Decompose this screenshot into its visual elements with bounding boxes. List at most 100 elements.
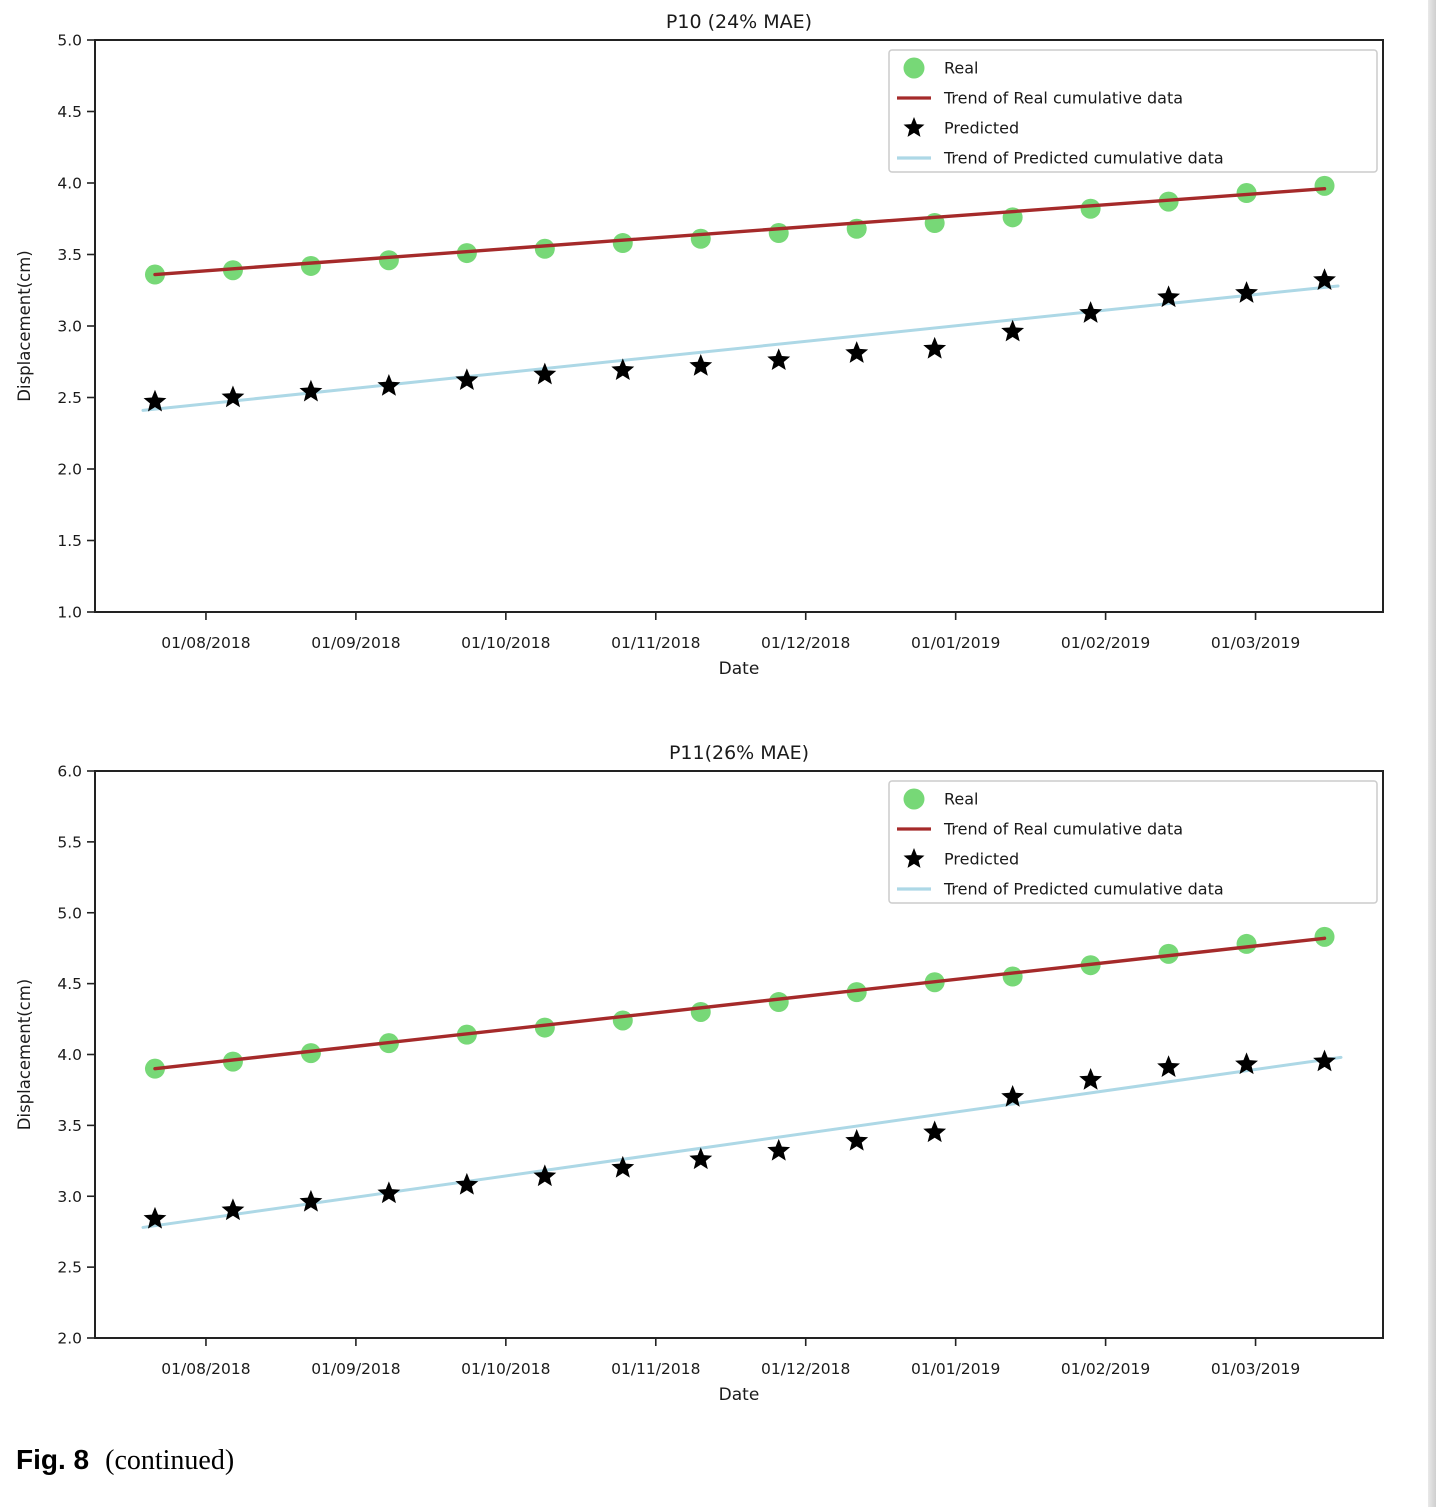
legend-predicted-icon <box>903 117 925 137</box>
y-tick-label: 5.0 <box>57 32 82 50</box>
legend-label: Trend of Real cumulative data <box>943 820 1183 839</box>
predicted-point <box>1313 1049 1336 1072</box>
x-tick-label: 01/08/2018 <box>161 1360 250 1378</box>
real-trend-line <box>153 187 1327 277</box>
y-tick-label: 4.5 <box>57 975 82 993</box>
y-tick-label: 3.0 <box>57 1188 82 1206</box>
y-tick-label: 6.0 <box>57 763 82 781</box>
legend-label: Real <box>944 59 979 78</box>
legend-real-icon <box>903 788 925 810</box>
real-trend-line <box>153 936 1327 1071</box>
predicted-point <box>455 1172 479 1195</box>
legend: Real Trend of Real cumulative data Predict… <box>888 780 1378 904</box>
real-point <box>1002 966 1023 987</box>
predicted-point <box>533 362 557 385</box>
x-tick-label: 01/10/2018 <box>461 634 550 652</box>
legend-item-predicted: Predicted <box>903 117 1019 138</box>
predicted-point <box>611 358 635 381</box>
chart-p11: P11(26% MAE) 6.0 5.5 5.0 4.5 4.0 3.5 3.0 2.5 2.0 0… <box>15 742 1384 1405</box>
real-point <box>612 1010 633 1031</box>
predicted-point <box>923 336 947 359</box>
legend-item-real: Real <box>903 788 979 810</box>
y-axis-label: Displacement(cm) <box>15 979 34 1130</box>
legend-item-trend-of-real-cumulative-data: Trend of Real cumulative data <box>897 820 1183 839</box>
predicted-point <box>767 348 791 371</box>
legend-item-trend-of-predicted-cumulative-data: Trend of Predicted cumulative data <box>897 149 1224 168</box>
y-tick-label: 2.0 <box>57 1330 82 1348</box>
predicted-point <box>533 1164 557 1187</box>
predicted-point <box>1235 281 1258 303</box>
predicted-point <box>299 379 323 402</box>
real-point <box>1080 198 1101 219</box>
real-point <box>300 1043 321 1064</box>
predicted-point <box>1079 1068 1103 1090</box>
legend-label: Real <box>944 790 979 809</box>
figure-caption-label: Fig. 8 <box>16 1444 90 1475</box>
real-point <box>378 250 399 271</box>
legend-label: Predicted <box>944 119 1019 138</box>
legend-item-trend-of-real-cumulative-data: Trend of Real cumulative data <box>897 89 1183 108</box>
y-tick-label: 3.5 <box>57 246 82 264</box>
y-axis-label: Displacement(cm) <box>15 250 34 401</box>
predicted-point <box>689 1147 713 1170</box>
predicted-point <box>767 1138 791 1161</box>
scan-edge-shadow <box>1428 0 1436 1507</box>
y-tick-label: 4.0 <box>57 175 82 193</box>
legend-label: Predicted <box>944 850 1019 869</box>
x-tick-label: 01/12/2018 <box>761 1360 850 1378</box>
y-tick-label: 2.0 <box>57 461 82 479</box>
real-point <box>690 228 711 249</box>
y-tick-label: 4.5 <box>57 103 82 121</box>
figure-caption-note: (continued) <box>105 1445 235 1476</box>
predicted-point <box>1313 268 1336 290</box>
predicted-point <box>221 1198 245 1221</box>
predicted-point <box>377 1181 401 1204</box>
legend-box <box>888 780 1378 904</box>
predicted-point <box>845 1128 869 1151</box>
predicted-point <box>845 341 869 363</box>
y-tick-label: 4.0 <box>57 1046 82 1064</box>
predicted-point <box>1157 1055 1180 1077</box>
x-tick-label: 01/08/2018 <box>161 634 250 652</box>
predicted-point <box>377 374 401 396</box>
y-tick-label: 3.5 <box>57 1117 82 1135</box>
x-tick-label: 01/03/2019 <box>1211 634 1300 652</box>
predicted-point <box>611 1155 635 1178</box>
legend-predicted-icon <box>903 848 925 868</box>
chart-title: P10 (24% MAE) <box>666 11 812 33</box>
predicted-point <box>923 1120 947 1143</box>
legend-label: Trend of Predicted cumulative data <box>943 880 1224 899</box>
real-point <box>300 255 321 276</box>
x-tick-label: 01/01/2019 <box>911 1360 1000 1378</box>
predicted-point <box>455 368 479 391</box>
predicted-point <box>1079 301 1103 323</box>
chart-title: P11(26% MAE) <box>669 742 809 764</box>
predicted-point <box>1235 1052 1258 1075</box>
legend-label: Trend of Real cumulative data <box>943 89 1183 108</box>
predicted-point <box>143 1206 167 1229</box>
figure-caption: Fig. 8 (continued) <box>16 1444 234 1477</box>
real-point <box>690 1001 711 1022</box>
legend-item-trend-of-predicted-cumulative-data: Trend of Predicted cumulative data <box>897 880 1224 899</box>
real-point <box>534 238 555 259</box>
x-tick-label: 01/02/2019 <box>1061 634 1150 652</box>
y-tick-label: 2.5 <box>57 1259 82 1277</box>
real-point <box>534 1017 555 1038</box>
x-tick-label: 01/09/2018 <box>311 634 400 652</box>
legend-real-icon <box>903 57 925 79</box>
predicted-point <box>1001 1085 1025 1107</box>
predicted-point <box>221 385 245 408</box>
real-point <box>1158 943 1179 964</box>
y-tick-label: 5.0 <box>57 904 82 922</box>
legend-item-real: Real <box>903 57 979 79</box>
legend: Real Trend of Real cumulative data Predict… <box>888 49 1378 173</box>
real-point <box>612 233 633 254</box>
x-tick-label: 01/02/2019 <box>1061 1360 1150 1378</box>
x-tick-label: 01/11/2018 <box>611 1360 700 1378</box>
legend-item-predicted: Predicted <box>903 848 1019 869</box>
x-tick-label: 01/12/2018 <box>761 634 850 652</box>
x-axis-label: Date <box>719 1385 760 1405</box>
legend-box <box>888 49 1378 173</box>
